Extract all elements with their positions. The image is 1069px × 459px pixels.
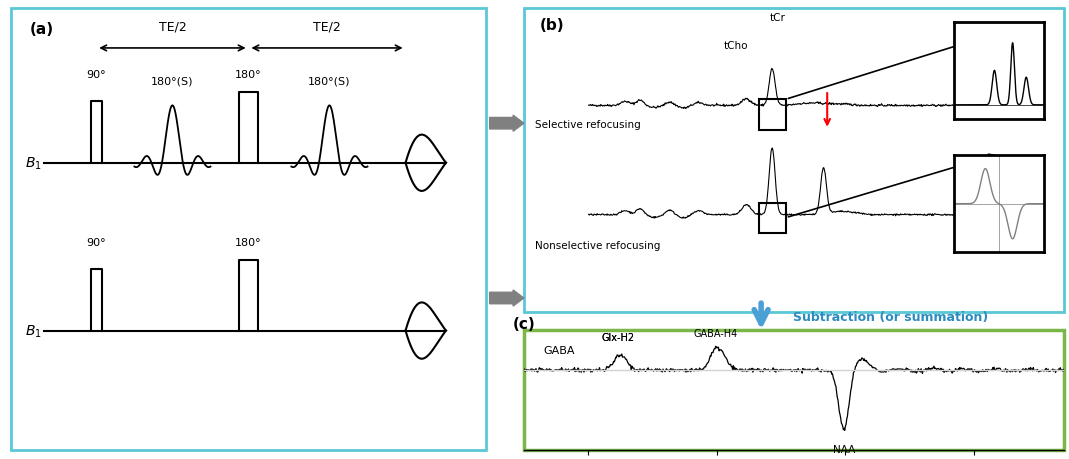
Text: 90°: 90° (87, 70, 106, 80)
Text: Glx-H2: Glx-H2 (601, 332, 634, 342)
Text: Nonselective refocusing: Nonselective refocusing (534, 241, 660, 251)
Text: $B_1$: $B_1$ (25, 155, 42, 172)
Text: GABA: GABA (543, 345, 575, 355)
Bar (759, 203, 786, 233)
Text: (b): (b) (540, 18, 564, 33)
Text: (c): (c) (513, 316, 536, 331)
Text: $B_1$: $B_1$ (25, 323, 42, 339)
Text: 180°(S): 180°(S) (151, 76, 193, 86)
Text: TE/2: TE/2 (313, 21, 341, 34)
Bar (524, 330, 1064, 450)
Text: TE/2: TE/2 (158, 21, 186, 34)
Text: 180°: 180° (235, 70, 262, 80)
Text: 90°: 90° (87, 237, 106, 247)
Bar (759, 100, 786, 130)
Text: 180°: 180° (235, 237, 262, 247)
Text: tCho: tCho (724, 40, 748, 50)
Text: GABA-H4: GABA-H4 (693, 329, 738, 338)
Text: 180°(S): 180°(S) (308, 76, 351, 86)
Text: NAA: NAA (833, 444, 855, 454)
Text: Subtraction (or summation): Subtraction (or summation) (793, 310, 989, 323)
Text: tCr: tCr (770, 13, 786, 23)
Text: (a): (a) (30, 22, 53, 37)
Text: Glx-H2: Glx-H2 (601, 332, 634, 342)
Text: Selective refocusing: Selective refocusing (534, 119, 640, 129)
